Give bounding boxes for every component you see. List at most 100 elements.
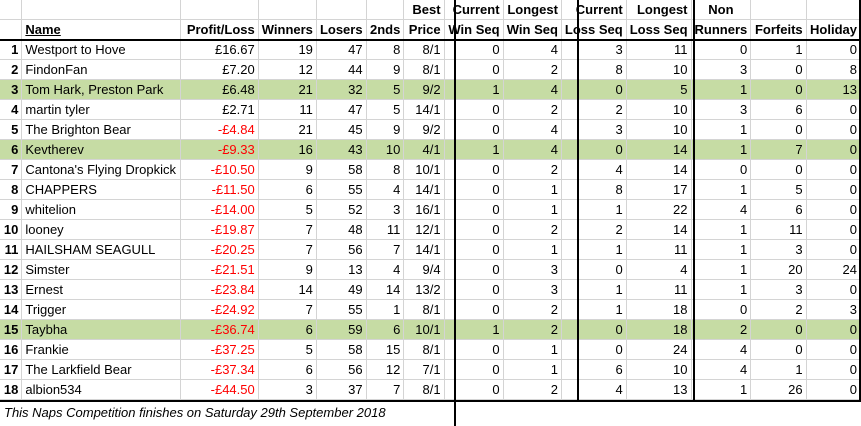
row-rank[interactable]: 13 <box>0 279 23 300</box>
row-forfeits[interactable]: 1 <box>750 39 807 60</box>
row-non-runners[interactable]: 2 <box>691 319 752 340</box>
row-best-price[interactable]: 10/1 <box>403 319 445 340</box>
row-winners[interactable]: 11 <box>258 99 317 120</box>
row-name[interactable]: Tom Hark, Preston Park <box>21 79 181 100</box>
row-name[interactable]: martin tyler <box>21 99 181 120</box>
row-profit[interactable]: -£23.84 <box>180 279 259 300</box>
row-holiday[interactable]: 0 <box>806 239 861 260</box>
row-best-price[interactable]: 9/2 <box>403 119 445 140</box>
row-longest-win-seq[interactable]: 2 <box>503 319 562 340</box>
row-2nds[interactable]: 6 <box>366 319 405 340</box>
row-longest-loss-seq[interactable]: 11 <box>626 279 692 300</box>
row-current-win-seq[interactable]: 0 <box>444 99 504 120</box>
row-forfeits[interactable]: 0 <box>750 119 807 140</box>
row-forfeits[interactable]: 0 <box>750 159 807 180</box>
row-current-loss-seq[interactable]: 1 <box>561 199 627 220</box>
row-longest-loss-seq[interactable]: 10 <box>626 99 692 120</box>
row-forfeits[interactable]: 26 <box>750 379 807 400</box>
row-losers[interactable]: 58 <box>316 339 367 360</box>
row-losers[interactable]: 56 <box>316 359 367 380</box>
row-2nds[interactable]: 5 <box>366 79 405 100</box>
row-losers[interactable]: 58 <box>316 159 367 180</box>
row-winners[interactable]: 19 <box>258 39 317 60</box>
row-longest-loss-seq[interactable]: 5 <box>626 79 692 100</box>
row-current-loss-seq[interactable]: 2 <box>561 99 627 120</box>
row-best-price[interactable]: 8/1 <box>403 299 445 320</box>
row-longest-win-seq[interactable]: 2 <box>503 299 562 320</box>
row-non-runners[interactable]: 0 <box>691 39 752 60</box>
row-forfeits[interactable]: 7 <box>750 139 807 160</box>
row-rank[interactable]: 9 <box>0 199 23 220</box>
row-rank[interactable]: 7 <box>0 159 23 180</box>
row-profit[interactable]: £2.71 <box>180 99 259 120</box>
row-current-win-seq[interactable]: 0 <box>444 239 504 260</box>
row-non-runners[interactable]: 1 <box>691 79 752 100</box>
row-losers[interactable]: 48 <box>316 219 367 240</box>
row-holiday[interactable]: 0 <box>806 39 861 60</box>
row-forfeits[interactable]: 0 <box>750 319 807 340</box>
row-non-runners[interactable]: 4 <box>691 339 752 360</box>
row-best-price[interactable]: 14/1 <box>403 179 445 200</box>
row-2nds[interactable]: 7 <box>366 379 405 400</box>
row-current-loss-seq[interactable]: 8 <box>561 59 627 80</box>
row-holiday[interactable]: 8 <box>806 59 861 80</box>
row-best-price[interactable]: 8/1 <box>403 39 445 60</box>
row-holiday[interactable]: 0 <box>806 199 861 220</box>
row-name[interactable]: looney <box>21 219 181 240</box>
row-longest-win-seq[interactable]: 2 <box>503 59 562 80</box>
row-longest-loss-seq[interactable]: 10 <box>626 59 692 80</box>
row-profit[interactable]: -£9.33 <box>180 139 259 160</box>
row-longest-win-seq[interactable]: 4 <box>503 79 562 100</box>
row-holiday[interactable]: 0 <box>806 99 861 120</box>
row-name[interactable]: Trigger <box>21 299 181 320</box>
row-losers[interactable]: 49 <box>316 279 367 300</box>
row-losers[interactable]: 59 <box>316 319 367 340</box>
row-best-price[interactable]: 13/2 <box>403 279 445 300</box>
row-rank[interactable]: 12 <box>0 259 23 280</box>
row-longest-loss-seq[interactable]: 22 <box>626 199 692 220</box>
row-current-loss-seq[interactable]: 6 <box>561 359 627 380</box>
row-current-win-seq[interactable]: 1 <box>444 139 504 160</box>
row-longest-loss-seq[interactable]: 14 <box>626 159 692 180</box>
row-longest-loss-seq[interactable]: 14 <box>626 219 692 240</box>
row-winners[interactable]: 14 <box>258 279 317 300</box>
row-longest-loss-seq[interactable]: 14 <box>626 139 692 160</box>
row-current-win-seq[interactable]: 1 <box>444 79 504 100</box>
row-current-win-seq[interactable]: 0 <box>444 59 504 80</box>
row-rank[interactable]: 14 <box>0 299 23 320</box>
row-best-price[interactable]: 14/1 <box>403 239 445 260</box>
row-non-runners[interactable]: 1 <box>691 119 752 140</box>
row-holiday[interactable]: 0 <box>806 279 861 300</box>
row-2nds[interactable]: 8 <box>366 159 405 180</box>
row-rank[interactable]: 4 <box>0 99 23 120</box>
row-2nds[interactable]: 7 <box>366 239 405 260</box>
row-longest-win-seq[interactable]: 1 <box>503 359 562 380</box>
row-rank[interactable]: 17 <box>0 359 23 380</box>
row-rank[interactable]: 5 <box>0 119 23 140</box>
row-forfeits[interactable]: 6 <box>750 199 807 220</box>
row-holiday[interactable]: 3 <box>806 299 861 320</box>
row-best-price[interactable]: 8/1 <box>403 339 445 360</box>
row-name[interactable]: Kevtherev <box>21 139 181 160</box>
row-forfeits[interactable]: 11 <box>750 219 807 240</box>
row-2nds[interactable]: 15 <box>366 339 405 360</box>
row-best-price[interactable]: 9/4 <box>403 259 445 280</box>
row-forfeits[interactable]: 5 <box>750 179 807 200</box>
row-current-win-seq[interactable]: 0 <box>444 279 504 300</box>
row-profit[interactable]: -£20.25 <box>180 239 259 260</box>
row-winners[interactable]: 12 <box>258 59 317 80</box>
row-forfeits[interactable]: 2 <box>750 299 807 320</box>
row-profit[interactable]: £6.48 <box>180 79 259 100</box>
row-longest-loss-seq[interactable]: 18 <box>626 319 692 340</box>
row-current-win-seq[interactable]: 0 <box>444 299 504 320</box>
row-losers[interactable]: 37 <box>316 379 367 400</box>
row-forfeits[interactable]: 1 <box>750 359 807 380</box>
row-longest-win-seq[interactable]: 2 <box>503 379 562 400</box>
row-name[interactable]: The Larkfield Bear <box>21 359 181 380</box>
row-non-runners[interactable]: 1 <box>691 279 752 300</box>
row-rank[interactable]: 1 <box>0 39 23 60</box>
row-longest-loss-seq[interactable]: 11 <box>626 39 692 60</box>
row-rank[interactable]: 10 <box>0 219 23 240</box>
row-non-runners[interactable]: 1 <box>691 259 752 280</box>
row-longest-win-seq[interactable]: 2 <box>503 99 562 120</box>
